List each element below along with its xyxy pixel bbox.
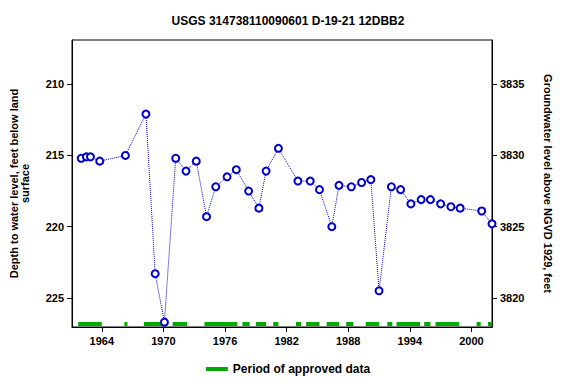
- svg-text:surface: surface: [19, 164, 31, 203]
- svg-text:1970: 1970: [151, 335, 175, 347]
- svg-text:3825: 3825: [500, 221, 524, 233]
- svg-text:1982: 1982: [274, 335, 298, 347]
- svg-text:1976: 1976: [213, 335, 237, 347]
- svg-text:3830: 3830: [500, 149, 524, 161]
- svg-text:1964: 1964: [90, 335, 115, 347]
- svg-text:220: 220: [46, 221, 64, 233]
- svg-text:2000: 2000: [459, 335, 483, 347]
- svg-text:Period of approved data: Period of approved data: [233, 362, 371, 376]
- svg-text:Depth to water level, feet bel: Depth to water level, feet below land: [7, 88, 20, 279]
- svg-text:Groundwater level above NGVD 1: Groundwater level above NGVD 1929, feet: [542, 74, 554, 293]
- svg-text:USGS 314738110090601 D-19-21 1: USGS 314738110090601 D-19-21 12DBB2: [172, 14, 405, 28]
- svg-text:215: 215: [46, 149, 64, 161]
- svg-text:3820: 3820: [500, 292, 524, 304]
- svg-text:3835: 3835: [500, 78, 524, 90]
- svg-text:1994: 1994: [398, 335, 423, 347]
- svg-text:210: 210: [46, 78, 64, 90]
- svg-text:1988: 1988: [336, 335, 360, 347]
- svg-text:225: 225: [46, 292, 64, 304]
